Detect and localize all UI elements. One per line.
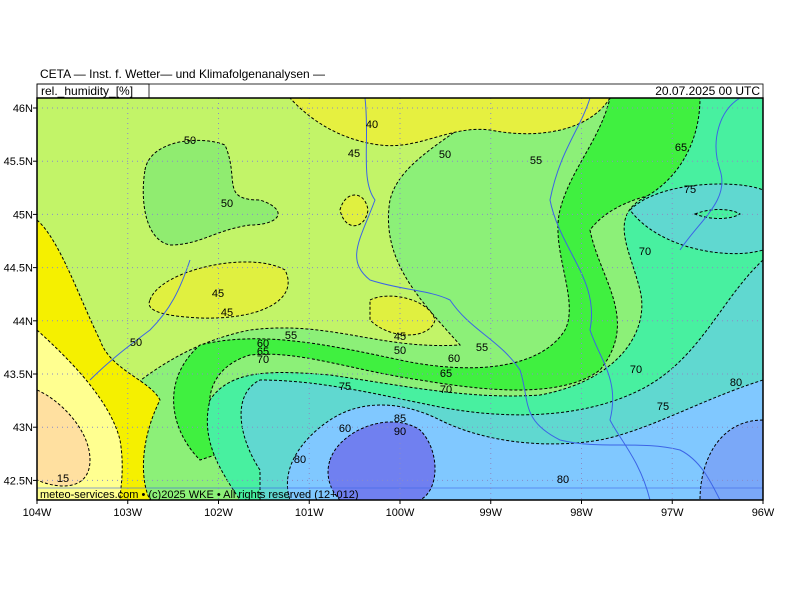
lon-label: 101W xyxy=(295,507,324,519)
lon-label: 104W xyxy=(23,507,52,519)
lat-label: 45.5N xyxy=(4,156,33,168)
lon-label: 103W xyxy=(113,507,142,519)
contour-label: 65 xyxy=(675,142,687,154)
credit: meteo-services.com • (c)2025 WKE • All r… xyxy=(40,489,359,501)
contour-label: 85 xyxy=(394,413,406,425)
contour-label: 60 xyxy=(448,353,460,365)
field-15-west xyxy=(37,389,91,487)
lon-label: 100W xyxy=(386,507,415,519)
contour-label: 50 xyxy=(221,198,233,210)
contour-label: 80 xyxy=(294,454,306,466)
contour-label: 80 xyxy=(557,474,569,486)
lat-label: 46N xyxy=(13,103,33,115)
field-45-blob xyxy=(339,194,369,227)
field-45-north xyxy=(289,98,611,147)
contour-label: 80 xyxy=(730,377,742,389)
contour-label: 60 xyxy=(339,423,351,435)
lat-label: 44N xyxy=(13,316,33,328)
contour-label: 55 xyxy=(285,330,297,342)
field-75-north xyxy=(629,183,763,255)
contour-label: 75 xyxy=(684,184,696,196)
lon-label: 97W xyxy=(661,507,684,519)
lat-label: 43.5N xyxy=(4,369,33,381)
lat-label: 45N xyxy=(13,209,33,221)
contour-label: 45 xyxy=(212,288,224,300)
contour-label: 65 xyxy=(257,346,269,358)
variable: rel._humidity_[%] xyxy=(41,84,133,98)
contour-label: 40 xyxy=(366,119,378,131)
contour-label: 50 xyxy=(184,135,196,147)
lon-label: 99W xyxy=(479,507,502,519)
contour-label: 70 xyxy=(630,364,642,376)
graticule xyxy=(33,98,764,504)
contour-label: 55 xyxy=(530,155,542,167)
contour-label: 50 xyxy=(394,345,406,357)
river xyxy=(549,98,651,500)
contour-label: 45 xyxy=(348,148,360,160)
title: CETA — Inst. f. Wetter— und Klimafolgena… xyxy=(40,67,325,81)
header-box xyxy=(36,83,764,99)
contour-label: 60 xyxy=(257,338,269,350)
contour-label: 15 xyxy=(57,473,69,485)
lon-label: 98W xyxy=(570,507,593,519)
field-45-blob xyxy=(369,295,436,336)
contour-label: 55 xyxy=(476,342,488,354)
river xyxy=(356,98,721,500)
lat-label: 42.5N xyxy=(4,475,33,487)
contour-label: 70 xyxy=(440,384,452,396)
contour-label: 65 xyxy=(440,368,452,380)
contour-label: 75 xyxy=(657,401,669,413)
contour-label: 70 xyxy=(639,246,651,258)
contour-label: 50 xyxy=(130,337,142,349)
valid-time: 20.07.2025 00 UTC xyxy=(655,84,760,98)
lon-label: 96W xyxy=(752,507,775,519)
contour-label: 45 xyxy=(221,307,233,319)
contour-label: 70 xyxy=(257,354,269,366)
lat-label: 43N xyxy=(13,422,33,434)
lon-label: 102W xyxy=(204,507,233,519)
river xyxy=(89,259,191,381)
contour-label: 90 xyxy=(394,426,406,438)
contour-label: 75 xyxy=(339,381,351,393)
river xyxy=(679,98,741,251)
map-frame xyxy=(36,97,764,501)
contour-label: 50 xyxy=(439,149,451,161)
lat-label: 44.5N xyxy=(4,263,33,275)
contour-label: 45 xyxy=(394,331,406,343)
field-55-blob xyxy=(142,139,279,246)
